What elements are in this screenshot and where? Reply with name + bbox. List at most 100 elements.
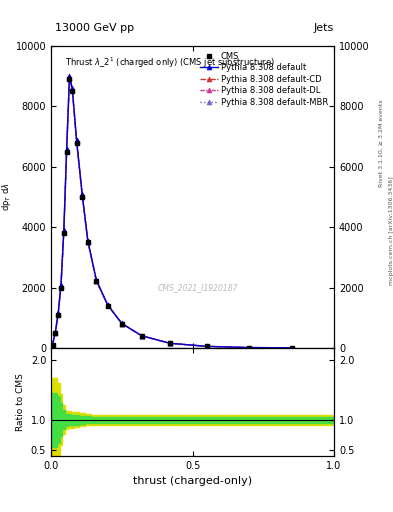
Text: mcplots.cern.ch [arXiv:1306.3436]: mcplots.cern.ch [arXiv:1306.3436] xyxy=(389,176,393,285)
Pythia 8.308 default-DL xyxy=(50,342,55,348)
Pythia 8.308 default-MBR xyxy=(139,333,144,339)
Pythia 8.308 default-CD xyxy=(167,340,172,347)
Pythia 8.308 default-MBR xyxy=(105,302,110,308)
Pythia 8.308 default-DL xyxy=(56,311,61,317)
Pythia 8.308 default xyxy=(67,73,72,79)
Line: Pythia 8.308 default-DL: Pythia 8.308 default-DL xyxy=(50,76,294,350)
Pythia 8.308 default xyxy=(86,238,90,244)
Pythia 8.308 default-MBR xyxy=(50,342,55,348)
Pythia 8.308 default xyxy=(247,345,252,351)
Pythia 8.308 default-CD xyxy=(94,278,99,284)
Pythia 8.308 default-DL xyxy=(74,138,79,144)
Pythia 8.308 default xyxy=(167,340,172,346)
Pythia 8.308 default-MBR xyxy=(67,75,72,81)
Line: Pythia 8.308 default: Pythia 8.308 default xyxy=(50,74,294,350)
Pythia 8.308 default-CD xyxy=(119,321,124,327)
Legend: CMS, Pythia 8.308 default, Pythia 8.308 default-CD, Pythia 8.308 default-DL, Pyt: CMS, Pythia 8.308 default, Pythia 8.308 … xyxy=(198,50,330,109)
CMS xyxy=(59,285,63,291)
Pythia 8.308 default-CD xyxy=(247,345,252,351)
Line: CMS: CMS xyxy=(50,77,294,350)
CMS xyxy=(67,76,72,82)
Pythia 8.308 default-DL xyxy=(64,147,69,154)
Pythia 8.308 default-MBR xyxy=(204,344,209,350)
Pythia 8.308 default xyxy=(61,227,66,233)
Pythia 8.308 default-DL xyxy=(247,345,252,351)
Pythia 8.308 default-DL xyxy=(105,302,110,308)
CMS xyxy=(50,342,55,348)
Pythia 8.308 default-CD xyxy=(80,193,84,199)
Pythia 8.308 default xyxy=(74,137,79,143)
Pythia 8.308 default-MBR xyxy=(59,283,63,289)
Pythia 8.308 default-MBR xyxy=(53,330,58,336)
Pythia 8.308 default-MBR xyxy=(119,321,124,327)
Pythia 8.308 default-MBR xyxy=(61,229,66,235)
CMS xyxy=(94,279,99,285)
CMS xyxy=(289,345,294,351)
CMS xyxy=(119,321,124,327)
Text: 13000 GeV pp: 13000 GeV pp xyxy=(55,23,134,33)
Pythia 8.308 default-MBR xyxy=(86,239,90,245)
Pythia 8.308 default-DL xyxy=(119,321,124,327)
Pythia 8.308 default-CD xyxy=(105,302,110,308)
Pythia 8.308 default xyxy=(204,343,209,349)
Pythia 8.308 default-DL xyxy=(67,75,72,81)
Pythia 8.308 default-MBR xyxy=(70,87,75,93)
Pythia 8.308 default-CD xyxy=(70,87,75,93)
Pythia 8.308 default-DL xyxy=(70,87,75,93)
CMS xyxy=(61,230,66,236)
Pythia 8.308 default-CD xyxy=(61,229,66,235)
Pythia 8.308 default-MBR xyxy=(167,340,172,347)
CMS xyxy=(64,148,69,155)
CMS xyxy=(167,340,172,347)
Pythia 8.308 default-DL xyxy=(59,283,63,289)
Pythia 8.308 default xyxy=(70,86,75,92)
Pythia 8.308 default-CD xyxy=(204,343,209,349)
Text: Jets: Jets xyxy=(314,23,334,33)
CMS xyxy=(80,194,84,200)
Text: Thrust $\lambda$_2$^1$ (charged only) (CMS jet substructure): Thrust $\lambda$_2$^1$ (charged only) (C… xyxy=(65,55,275,70)
Pythia 8.308 default-DL xyxy=(204,344,209,350)
CMS xyxy=(70,88,75,94)
Pythia 8.308 default-CD xyxy=(139,333,144,339)
Pythia 8.308 default-CD xyxy=(67,75,72,81)
Pythia 8.308 default-MBR xyxy=(247,345,252,351)
Y-axis label: Ratio to CMS: Ratio to CMS xyxy=(16,373,25,431)
Pythia 8.308 default xyxy=(56,310,61,316)
Pythia 8.308 default-CD xyxy=(53,329,58,335)
Pythia 8.308 default xyxy=(94,277,99,283)
Pythia 8.308 default-CD xyxy=(56,311,61,317)
Pythia 8.308 default xyxy=(119,321,124,327)
Text: CMS_2021_I1920187: CMS_2021_I1920187 xyxy=(158,283,239,292)
Pythia 8.308 default-CD xyxy=(289,345,294,351)
Pythia 8.308 default-MBR xyxy=(94,278,99,284)
Line: Pythia 8.308 default-CD: Pythia 8.308 default-CD xyxy=(50,75,294,350)
Pythia 8.308 default-DL xyxy=(94,278,99,284)
Pythia 8.308 default xyxy=(289,345,294,351)
X-axis label: thrust (charged-only): thrust (charged-only) xyxy=(133,476,252,486)
Pythia 8.308 default-DL xyxy=(86,239,90,245)
Pythia 8.308 default-DL xyxy=(167,340,172,347)
Pythia 8.308 default-DL xyxy=(53,330,58,336)
Pythia 8.308 default xyxy=(105,302,110,308)
CMS xyxy=(247,345,252,351)
Pythia 8.308 default xyxy=(50,342,55,348)
Line: Pythia 8.308 default-MBR: Pythia 8.308 default-MBR xyxy=(50,75,294,350)
Pythia 8.308 default-DL xyxy=(61,229,66,235)
Y-axis label: $\frac{1}{\mathrm{N}}$ / $\mathrm{d}\mathrm{N}$ /
$\mathrm{d}\mathrm{p}_T$ $\mat: $\frac{1}{\mathrm{N}}$ / $\mathrm{d}\mat… xyxy=(0,181,13,214)
Pythia 8.308 default-MBR xyxy=(56,311,61,317)
Text: Rivet 3.1.10, ≥ 3.2M events: Rivet 3.1.10, ≥ 3.2M events xyxy=(379,99,384,187)
CMS xyxy=(204,344,209,350)
Pythia 8.308 default-DL xyxy=(80,193,84,199)
Pythia 8.308 default-MBR xyxy=(289,345,294,351)
Pythia 8.308 default-MBR xyxy=(64,147,69,154)
Pythia 8.308 default xyxy=(59,282,63,288)
CMS xyxy=(53,330,58,336)
Pythia 8.308 default-CD xyxy=(86,239,90,245)
Pythia 8.308 default xyxy=(139,333,144,339)
CMS xyxy=(56,312,61,318)
CMS xyxy=(105,303,110,309)
Pythia 8.308 default-MBR xyxy=(80,193,84,199)
CMS xyxy=(86,239,90,245)
Pythia 8.308 default-CD xyxy=(59,283,63,289)
Pythia 8.308 default-DL xyxy=(289,345,294,351)
